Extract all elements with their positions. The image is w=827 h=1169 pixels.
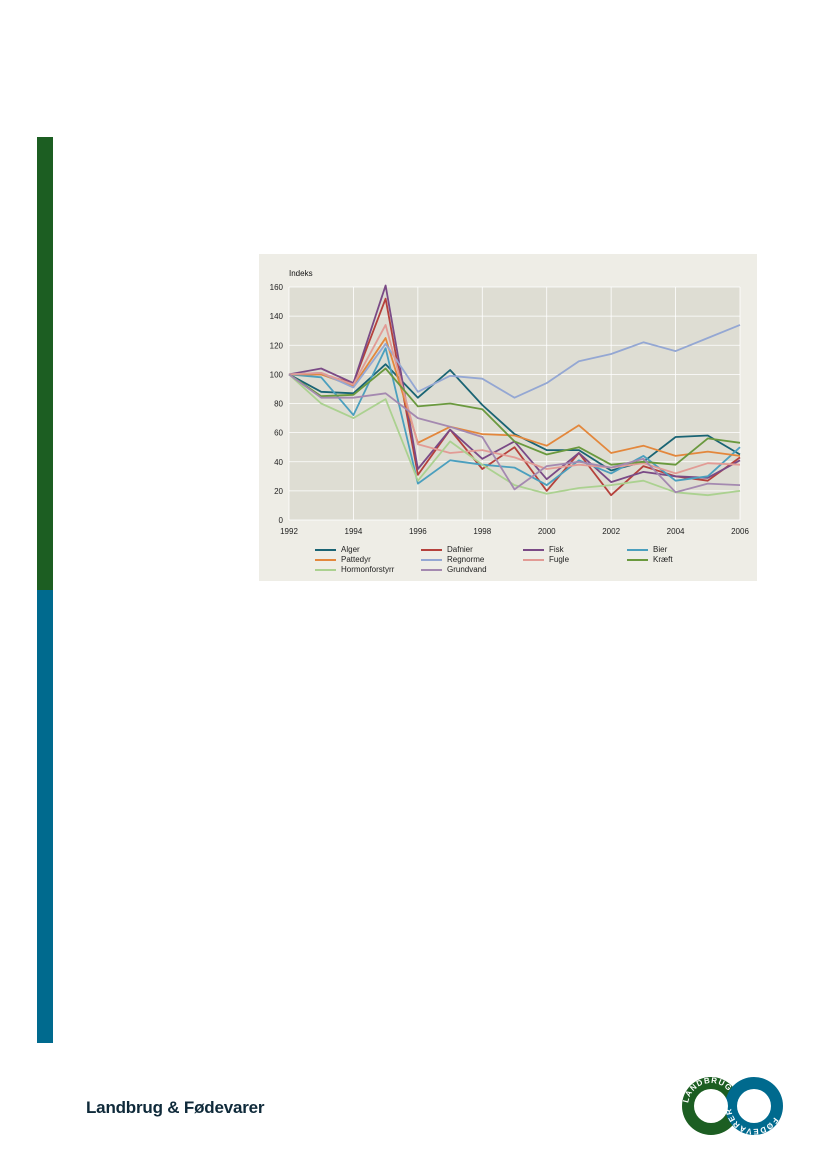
y-tick-label: 60 [274, 429, 283, 438]
legend-label: Grundvand [447, 565, 487, 574]
legend-swatch [523, 549, 544, 551]
x-tick-label: 2004 [667, 527, 685, 536]
legend-swatch [627, 559, 648, 561]
series-line-bier [288, 347, 741, 487]
series-line-pattedyr [289, 337, 741, 457]
legend-label: Kræft [653, 555, 673, 564]
legend-swatch [315, 549, 336, 551]
legend-swatch [627, 549, 648, 551]
series-line-hormonforstyrr [288, 373, 741, 497]
legend-label: Fugle [549, 555, 570, 564]
legend-swatch [421, 559, 442, 561]
legend-label: Hormonforstyrr [341, 565, 395, 574]
x-tick-label: 1998 [473, 527, 491, 536]
y-tick-label: 0 [279, 516, 284, 525]
x-tick-label: 2000 [538, 527, 556, 536]
legend-label: Pattedyr [341, 555, 371, 564]
y-tick-label: 160 [270, 283, 284, 292]
legend-label: Bier [653, 545, 668, 554]
x-tick-label: 1992 [280, 527, 298, 536]
series-line-fugle [288, 324, 741, 475]
landbrug-fodevarer-logo: LANDBRUG FØDEVARER [681, 1076, 783, 1136]
sidebar-green-strip [37, 137, 53, 590]
legend-swatch [315, 559, 336, 561]
series-line-grundvand [288, 373, 741, 494]
x-tick-label: 2002 [602, 527, 620, 536]
x-tick-label: 1994 [345, 527, 363, 536]
legend-label: Alger [341, 545, 360, 554]
series-line-kræft [288, 367, 741, 466]
y-tick-label: 80 [274, 400, 283, 409]
series-line-alger [288, 363, 741, 472]
y-tick-label: 40 [274, 458, 283, 467]
footer-brand: Landbrug & Fødevarer [86, 1098, 265, 1117]
legend-label: Fisk [549, 545, 564, 554]
y-tick-label: 20 [274, 487, 283, 496]
x-tick-label: 1996 [409, 527, 427, 536]
legend-swatch [421, 549, 442, 551]
y-tick-label: 140 [270, 312, 284, 321]
y-tick-label: 120 [270, 341, 284, 350]
sidebar-blue-strip [37, 590, 53, 1043]
x-tick-label: 2006 [731, 527, 749, 536]
legend-label: Regnorme [447, 555, 485, 564]
legend-swatch [523, 559, 544, 561]
line-chart: 0 20 40 60 80 100 120 140 160 1992 1994 1996 1998 200… [270, 283, 750, 536]
chart-legend: Alger Dafnier Fisk Bier Pattedyr Regnorme Fugl… [315, 545, 755, 577]
legend-swatch [315, 569, 336, 571]
y-axis-label: Indeks [289, 269, 313, 278]
legend-swatch [421, 569, 442, 571]
chart-figure: 0 20 40 60 80 100 120 140 160 1992 1994 1996 1998 200… [259, 254, 757, 581]
series-line-regnorme [288, 324, 741, 399]
y-tick-label: 100 [270, 370, 284, 379]
legend-label: Dafnier [447, 545, 473, 554]
